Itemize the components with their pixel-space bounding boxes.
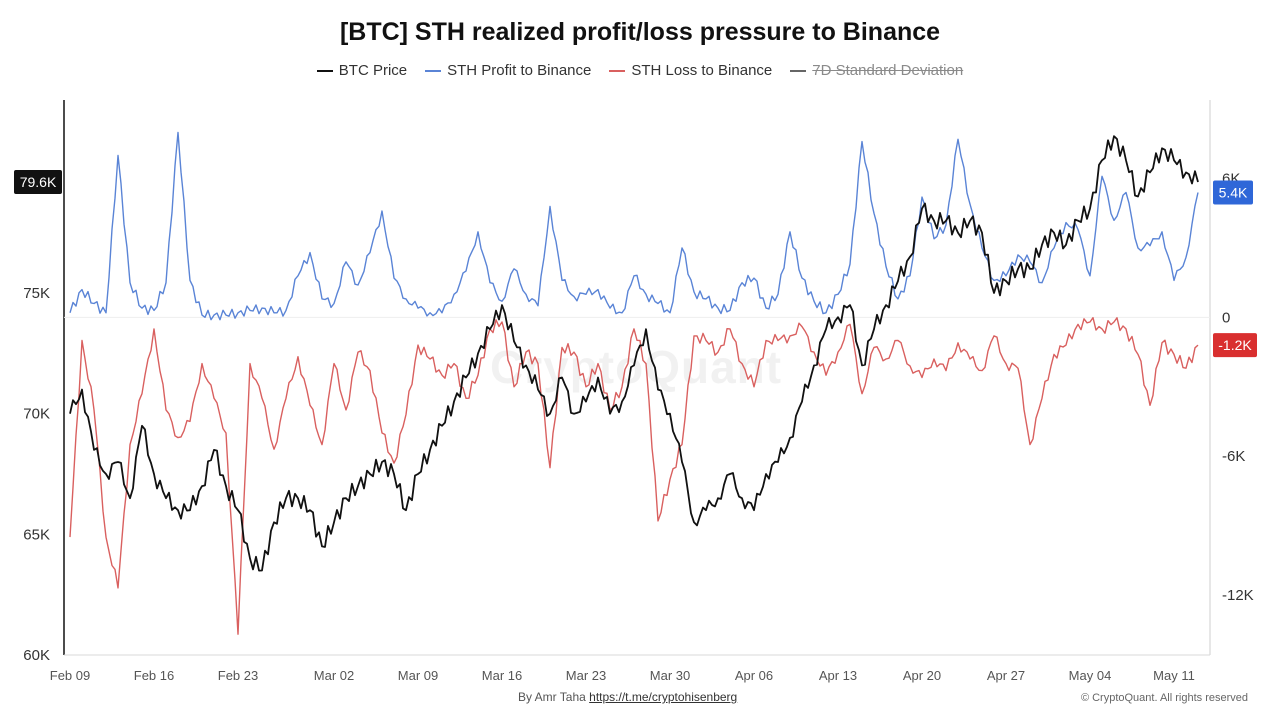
footer-author: By Amr Taha (518, 690, 586, 704)
x-tick-label: Apr 20 (903, 668, 941, 683)
legend-label: STH Profit to Binance (447, 62, 592, 79)
x-tick-label: Mar 23 (566, 668, 606, 683)
footer-copyright: © CryptoQuant. All rights reserved (1080, 692, 1248, 704)
legend-swatch (790, 69, 807, 72)
legend-label: STH Loss to Binance (631, 62, 773, 79)
legend-item-price[interactable]: BTC Price (316, 62, 408, 79)
x-tick-label: Apr 27 (987, 668, 1025, 683)
x-tick-label: May 04 (1069, 668, 1112, 683)
x-tick-label: Mar 02 (314, 668, 354, 683)
y-left-tick-label: 65K (23, 526, 50, 543)
chart-legend: BTC Price STH Profit to Binance STH Loss t… (0, 62, 1280, 79)
y-left-tick-label: 70K (23, 406, 50, 423)
profit-value-badge: 5.4K (1219, 185, 1248, 201)
x-tick-label: Mar 30 (650, 668, 690, 683)
x-tick-label: Apr 06 (735, 668, 773, 683)
x-tick-label: Mar 16 (482, 668, 522, 683)
x-tick-label: Mar 09 (398, 668, 438, 683)
legend-item-loss[interactable]: STH Loss to Binance (609, 62, 772, 79)
footer-attribution: By Amr Taha https://t.me/cryptohisenberg (518, 690, 737, 704)
legend-item-std[interactable]: 7D Standard Deviation (790, 62, 963, 79)
x-tick-label: Feb 23 (218, 668, 258, 683)
legend-swatch (425, 69, 442, 72)
y-left-tick-label: 75K (23, 285, 50, 302)
x-tick-label: May 11 (1153, 668, 1195, 683)
loss-value-badge-bg (1213, 333, 1257, 358)
footer-link[interactable]: https://t.me/cryptohisenberg (589, 690, 738, 704)
x-tick-label: Apr 13 (819, 668, 857, 683)
x-tick-label: Feb 09 (50, 668, 90, 683)
series-line-loss (69, 317, 1199, 635)
profit-value-badge-bg (1213, 180, 1253, 205)
y-right-tick-label: -6K (1222, 448, 1245, 465)
y-right-tick-label: 0 (1222, 309, 1230, 326)
legend-swatch (316, 69, 333, 72)
series-line-profit (69, 131, 1199, 321)
chart-title: [BTC] STH realized profit/loss pressure … (339, 18, 941, 46)
legend-item-profit[interactable]: STH Profit to Binance (425, 62, 591, 79)
loss-value-badge: -1.2K (1218, 337, 1252, 353)
price-value-badge-bg (14, 170, 62, 195)
y-right-tick-label: -12K (1222, 587, 1254, 604)
series-line-price (69, 135, 1199, 572)
price-value-badge: 79.6K (20, 174, 57, 190)
legend-label: BTC Price (338, 62, 408, 79)
legend-swatch (609, 69, 626, 72)
y-left-tick-label: 60K (23, 647, 50, 664)
x-tick-label: Feb 16 (134, 668, 174, 683)
legend-label: 7D Standard Deviation (812, 62, 964, 79)
